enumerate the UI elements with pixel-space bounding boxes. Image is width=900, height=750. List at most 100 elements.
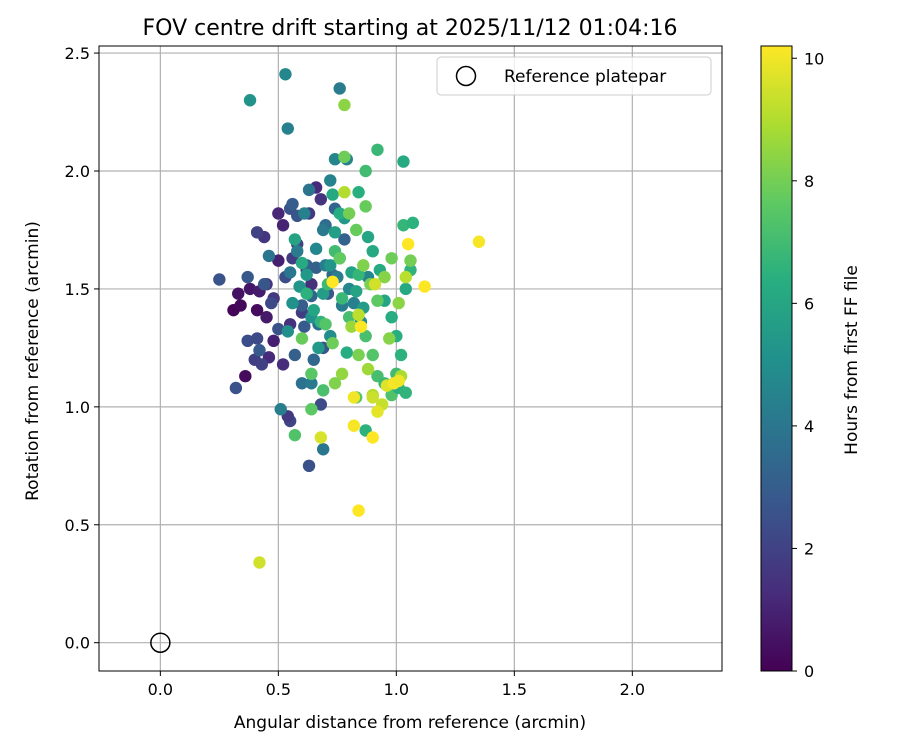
data-point xyxy=(307,303,320,317)
data-point xyxy=(281,325,294,338)
data-point xyxy=(352,504,365,517)
data-point xyxy=(342,311,356,324)
colorbar-tick-label: 2 xyxy=(804,539,814,558)
x-tick-label: 1.5 xyxy=(502,680,527,699)
data-point xyxy=(309,261,323,274)
data-point xyxy=(286,197,299,211)
data-point xyxy=(350,223,363,237)
colorbar-tick-label: 0 xyxy=(804,662,814,681)
data-point xyxy=(272,254,285,267)
data-point xyxy=(239,369,252,383)
y-tick-label: 1.0 xyxy=(65,398,90,417)
legend-reference-marker xyxy=(455,65,477,87)
data-point xyxy=(342,207,356,220)
data-point xyxy=(350,285,363,298)
x-axis-label: Angular distance from reference (arcmin) xyxy=(234,713,586,733)
data-point xyxy=(229,381,243,395)
colorbar: 0 2 4 6 8 10 xyxy=(760,45,824,681)
data-point xyxy=(359,329,372,343)
data-point xyxy=(347,296,361,310)
colorbar-label: Hours from first FF file xyxy=(842,265,862,455)
data-point xyxy=(366,391,379,404)
data-point xyxy=(300,268,313,281)
data-point xyxy=(333,252,346,265)
data-point xyxy=(288,233,302,246)
data-point xyxy=(361,362,375,376)
data-point xyxy=(255,358,269,371)
data-point xyxy=(243,282,257,296)
data-point xyxy=(232,287,245,300)
data-point xyxy=(361,230,375,244)
data-point xyxy=(324,174,337,187)
data-point xyxy=(324,259,337,272)
data-point xyxy=(328,153,342,166)
data-point xyxy=(295,256,309,270)
data-point xyxy=(305,278,318,291)
data-point xyxy=(295,377,309,390)
data-point xyxy=(371,294,384,307)
data-point xyxy=(312,341,325,355)
data-point xyxy=(279,68,292,81)
colorbar-tick-label: 6 xyxy=(804,294,814,313)
data-point xyxy=(340,346,353,359)
data-point xyxy=(316,443,330,456)
data-point xyxy=(328,226,342,239)
data-point xyxy=(371,405,384,418)
y-axis-label: Rotation from reference (arcmin) xyxy=(23,221,43,501)
data-point xyxy=(288,428,302,442)
data-point xyxy=(262,249,276,263)
data-point xyxy=(326,188,339,201)
data-point xyxy=(234,299,247,312)
data-point xyxy=(305,403,318,416)
data-point xyxy=(399,282,412,296)
data-point xyxy=(392,296,405,310)
data-point xyxy=(404,254,417,267)
data-point xyxy=(316,384,330,397)
data-point xyxy=(345,320,358,333)
y-tick-label: 0.0 xyxy=(65,634,90,653)
data-point xyxy=(257,278,271,291)
data-point xyxy=(250,226,264,239)
x-tick-label: 0.0 xyxy=(148,680,173,699)
data-point xyxy=(326,275,339,289)
data-point xyxy=(253,344,266,357)
data-point xyxy=(338,150,351,164)
data-point xyxy=(333,82,346,95)
data-point xyxy=(366,431,379,444)
data-point xyxy=(314,431,328,444)
data-point xyxy=(288,348,302,362)
y-tick-label: 1.5 xyxy=(65,280,90,299)
data-point xyxy=(305,367,318,381)
colorbar-tick-label: 10 xyxy=(804,49,824,68)
plot-frame xyxy=(98,45,723,672)
data-point xyxy=(314,193,328,206)
data-point xyxy=(333,207,346,220)
data-point xyxy=(352,348,365,362)
data-point xyxy=(335,367,349,381)
data-point xyxy=(286,296,299,310)
data-point xyxy=(281,122,294,135)
data-point xyxy=(352,268,365,281)
colorbar-tick-label: 4 xyxy=(804,417,814,436)
data-point xyxy=(406,216,420,230)
data-point xyxy=(316,287,330,300)
data-point xyxy=(347,419,361,432)
data-point xyxy=(295,299,309,312)
data-point xyxy=(357,259,370,272)
data-point xyxy=(397,219,410,232)
data-point xyxy=(399,270,412,284)
data-point xyxy=(347,391,361,404)
data-point xyxy=(305,377,318,390)
data-point xyxy=(265,296,278,310)
data-point xyxy=(295,332,309,345)
data-point xyxy=(260,311,273,324)
data-point xyxy=(383,332,396,345)
data-point xyxy=(298,320,311,333)
data-point xyxy=(335,292,349,305)
data-point xyxy=(307,353,320,366)
x-tick-label: 0.5 xyxy=(266,680,291,699)
data-point xyxy=(472,235,486,248)
legend: Reference platepar xyxy=(436,56,712,96)
data-point xyxy=(392,374,405,388)
